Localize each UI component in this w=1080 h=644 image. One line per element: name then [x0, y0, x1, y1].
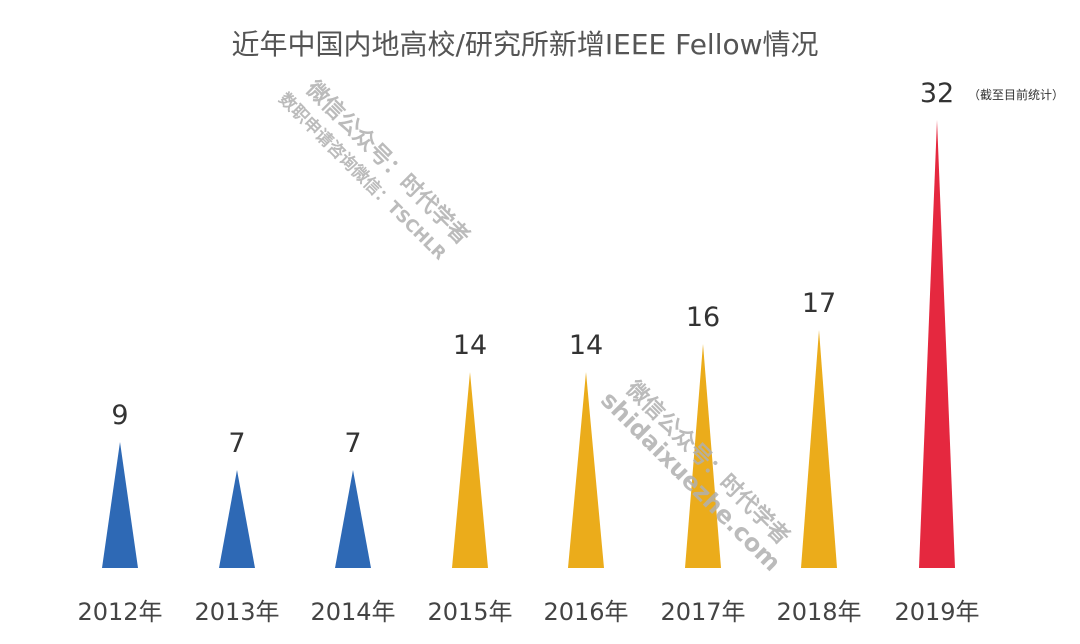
value-label: 9: [111, 400, 128, 431]
bar-2016年: [568, 372, 604, 568]
x-tick-label: 2017年: [660, 598, 745, 626]
x-tick-label: 2013年: [194, 598, 279, 626]
chart-annotation: （截至目前统计）: [968, 87, 1064, 102]
bar-2018年: [801, 330, 837, 568]
value-labels-group: 9 7 7 14 14 16 17 32: [111, 78, 954, 459]
bar-2019年: [919, 120, 955, 568]
value-label: 14: [453, 330, 487, 361]
x-tick-label: 2016年: [543, 598, 628, 626]
x-tick-label: 2019年: [894, 598, 979, 626]
watermark-group-1: 微信公众号：时代学者 数职申请咨询微信：TSCHLR: [275, 75, 475, 265]
x-tick-label: 2015年: [427, 598, 512, 626]
value-label: 14: [569, 330, 603, 361]
watermark-text-1: 微信公众号：时代学者: [300, 75, 475, 250]
bar-2013年: [219, 470, 255, 568]
value-label: 32: [920, 78, 954, 109]
bar-2017年: [685, 344, 721, 568]
bar-2014年: [335, 470, 371, 568]
value-label: 17: [802, 288, 836, 319]
x-tick-label: 2018年: [776, 598, 861, 626]
x-tick-label: 2014年: [310, 598, 395, 626]
chart-title: 近年中国内地高校/研究所新增IEEE Fellow情况: [231, 28, 818, 61]
value-label: 7: [344, 428, 361, 459]
bars-group: [102, 120, 955, 568]
value-label: 7: [228, 428, 245, 459]
value-label: 16: [686, 302, 720, 333]
watermark-text-2: 数职申请咨询微信：TSCHLR: [275, 89, 451, 265]
bar-2012年: [102, 442, 138, 568]
x-tick-label: 2012年: [77, 598, 162, 626]
x-tick-labels-group: 2012年 2013年 2014年 2015年 2016年 2017年 2018年 2019年: [77, 598, 979, 626]
bar-2015年: [452, 372, 488, 568]
